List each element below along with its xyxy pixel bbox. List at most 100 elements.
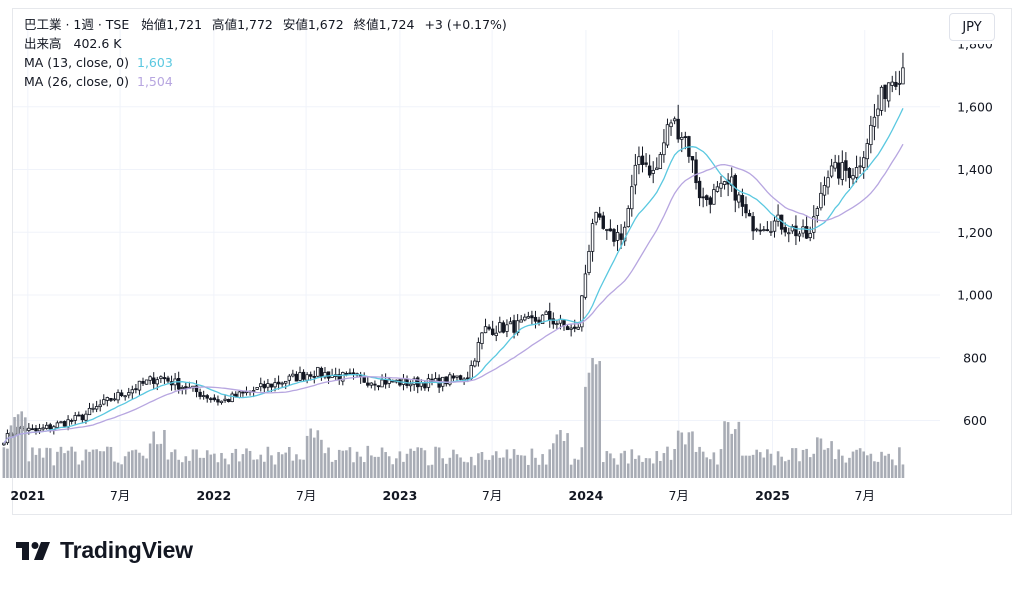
candle-body: [797, 233, 802, 237]
candle-body: [305, 374, 309, 381]
volume-bar: [523, 455, 527, 478]
candle-body: [854, 167, 859, 178]
volume-bar: [270, 455, 273, 478]
volume-bar: [416, 447, 420, 478]
candle-body: [483, 326, 488, 334]
candle-body: [701, 196, 705, 199]
price-chart[interactable]: 600 800 1,000 1,200 1,400 1,600 1,800 2021 7月 202…: [0, 0, 1024, 530]
volume-bar: [309, 428, 313, 478]
volume-bar: [812, 453, 816, 478]
candle-body: [294, 373, 299, 382]
volume-bar: [466, 462, 469, 478]
volume-bar: [216, 462, 220, 478]
open-value: 1,721: [166, 17, 203, 32]
candle-body: [573, 326, 577, 329]
candle-body: [708, 197, 712, 205]
candle-body: [715, 186, 720, 192]
volume-bar: [166, 459, 170, 478]
volume-bar: [894, 465, 898, 478]
volume-bar: [423, 450, 427, 478]
volume-bar: [630, 449, 634, 478]
candle-body: [473, 360, 477, 367]
candle-body: [837, 162, 841, 179]
volume-bar: [573, 458, 577, 478]
volume-bar: [469, 456, 473, 478]
volume-bar: [377, 456, 380, 478]
ma13-label: MA (13, close, 0): [24, 55, 130, 70]
volume-bar: [248, 450, 252, 478]
candle-body: [722, 181, 727, 185]
volume-bar: [862, 451, 866, 478]
candle-body: [387, 378, 391, 384]
volume-bar: [252, 459, 255, 478]
volume-bar: [494, 451, 498, 478]
candle-body: [630, 186, 634, 210]
volume-bar: [320, 439, 323, 478]
volume-bar: [341, 450, 345, 478]
volume-bar: [516, 454, 519, 478]
candle-body: [619, 233, 623, 240]
candle-body: [808, 233, 812, 239]
volume-bar: [131, 450, 134, 478]
candle-body: [740, 195, 745, 207]
volume-bar: [576, 459, 580, 478]
volume-bar: [127, 451, 131, 478]
volume-bar: [312, 437, 316, 478]
volume-bar: [427, 465, 430, 478]
volume-bar: [387, 456, 391, 478]
volume-bar: [2, 447, 6, 478]
candle-body: [829, 165, 834, 177]
open-label: 始値: [141, 17, 167, 32]
candle-body: [790, 226, 795, 232]
candle-body: [680, 137, 684, 140]
candle-body: [576, 326, 580, 330]
volume-bar: [634, 458, 637, 478]
volume-bar: [869, 453, 873, 478]
candle-body: [626, 208, 630, 228]
volume-bar: [744, 455, 748, 478]
volume-bar: [41, 457, 45, 478]
volume-bar: [637, 455, 641, 478]
candle-body: [697, 180, 702, 199]
candle-body: [819, 192, 823, 209]
candle-body: [180, 386, 184, 390]
candle-body: [198, 391, 202, 397]
volume-bar: [48, 448, 52, 478]
volume-bar: [473, 465, 477, 478]
volume-bar: [155, 444, 159, 478]
high-value: 1,772: [237, 17, 273, 32]
volume-bar: [644, 458, 648, 478]
volume-bar: [505, 449, 509, 478]
candle-body: [519, 319, 523, 323]
brand[interactable]: TradingView: [14, 537, 193, 564]
volume-bar: [220, 452, 223, 478]
chart-frame[interactable]: [12, 8, 1012, 515]
volume-bar: [534, 457, 537, 478]
volume-bar: [198, 457, 202, 478]
candle-body: [886, 82, 891, 102]
volume-bar: [159, 443, 163, 478]
volume-bar: [498, 457, 502, 478]
candle-body: [323, 372, 327, 378]
candle-body: [530, 315, 534, 319]
candle-body: [419, 382, 424, 387]
volume-bar: [20, 411, 24, 478]
candle-body: [309, 374, 313, 377]
volume-bar: [302, 459, 305, 478]
candle-body: [273, 382, 277, 388]
candle-body: [223, 398, 227, 401]
candle-body: [694, 159, 698, 184]
change-value: +3 (+0.17%): [424, 17, 507, 32]
candle-body: [758, 229, 762, 232]
ma26-value: 1,504: [137, 74, 173, 89]
volume-bar: [548, 449, 552, 478]
candle-body: [87, 407, 92, 416]
candle-body: [226, 399, 231, 402]
volume-bar: [6, 448, 9, 478]
candle-body: [744, 204, 748, 214]
volume-bar: [148, 443, 152, 478]
candle-body: [751, 216, 755, 232]
candle-body: [787, 232, 791, 235]
currency-button[interactable]: JPY: [949, 13, 995, 41]
volume-bar: [434, 446, 437, 478]
